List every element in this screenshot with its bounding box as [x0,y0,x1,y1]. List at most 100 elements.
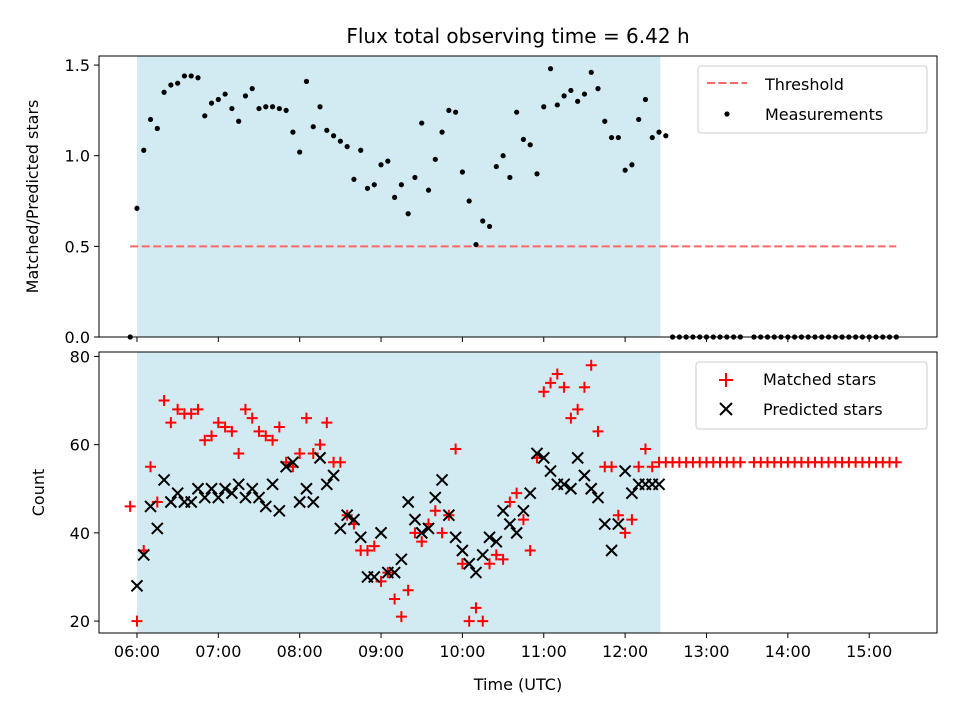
bottom-y-ticks: 20 40 60 80 [70,347,99,631]
measurement-point [324,127,330,133]
measurement-point [263,104,269,110]
matched-star-point [368,540,380,552]
y-tick-label: 1.0 [65,147,90,166]
predicted-star-point [340,509,354,522]
measurement-point [188,73,194,79]
measurement-point [642,96,649,103]
measurement-point [466,198,472,204]
measurement-point [588,69,594,75]
matched-star-point [219,421,231,433]
measurement-point [405,211,411,217]
predicted-star-point [320,478,334,491]
matched-star-point [260,430,272,442]
predicted-star-point [490,535,503,548]
measurement-point [242,93,249,99]
matched-star-point [321,417,333,429]
predicted-star-point [462,557,476,570]
bottom-y-axis-label: Count [29,469,48,517]
matched-star-point [551,368,563,380]
predicted-star-point [388,566,401,579]
x-tick-label: 07:00 [195,642,241,661]
predicted-star-point [212,491,225,504]
predicted-star-point [591,491,605,504]
matched-star-point [612,509,624,521]
measurement-point [202,113,208,119]
matched-star-point [463,615,475,627]
measurement-point [419,120,425,126]
predicted-star-point [435,473,449,487]
top-plot-frame [98,55,938,338]
matched-star-point [633,461,645,473]
matched-star-point [158,395,170,407]
matched-star-point [314,439,326,451]
predicted-star-point [157,473,171,487]
matched-star-point [734,456,746,468]
matched-star-point [545,377,557,389]
matched-star-point [409,527,421,539]
predicted-star-point [408,513,422,526]
predicted-star-point [429,491,442,504]
legend-threshold-label: Threshold [764,75,844,94]
x-tick-label: 13:00 [683,642,729,661]
matched-star-point [484,558,496,570]
predicted-star-point [510,526,523,540]
matched-star-point [606,461,618,473]
predicted-star-point [517,504,530,518]
bottom-plot-frame [98,351,938,634]
measurement-point [378,162,384,168]
matched-star-point [233,447,245,459]
predicted-star-point [279,460,293,473]
matched-star-point [436,527,448,539]
predicted-star-point [530,447,544,460]
predicted-star-point [171,486,184,500]
measurement-point [581,91,588,97]
matched-star-point [206,430,218,442]
predicted-star-point [605,544,618,557]
matched-star-point [199,434,211,446]
predicted-star-point [327,469,340,482]
predicted-star-point [232,478,245,491]
measurement-point [493,163,499,170]
measurement-point [514,109,520,115]
predicted-star-point [368,570,381,584]
predicted-star-point [578,469,591,482]
measurement-point [398,182,404,188]
top-y-ticks: 0.0 0.5 1.0 1.5 [65,56,99,347]
measurement-point [317,104,323,110]
matched-star-point [131,615,143,627]
matched-star-point [511,487,523,499]
measurement-point [656,129,662,135]
matched-star-point [639,443,651,455]
matched-star-point [565,412,577,424]
matched-star-point [504,496,516,508]
matched-star-point [524,545,536,557]
legend-measurements-swatch [724,111,730,117]
predicted-star-point [313,451,327,465]
matched-star-point [592,425,604,437]
measurement-point [229,105,235,112]
matched-star-point [450,443,462,455]
measurement-point [276,105,282,112]
predicted-star-point [259,500,272,513]
matched-star-point [578,381,590,393]
measurement-point [412,174,418,181]
matched-star-point [646,461,658,473]
bottom-x-ticks: 06:00 07:00 08:00 09:00 10:00 11:00 12:00 13:00… [114,633,892,661]
measurement-point [297,149,303,155]
predicted-star-point [652,478,666,491]
x-tick-label: 08:00 [277,642,323,661]
measurement-point [161,89,167,95]
matched-star-point [497,553,509,565]
measurement-point [175,80,181,86]
measurement-point [385,158,391,164]
predicted-star-point [334,522,347,535]
predicted-star-point [483,531,496,544]
matched-star-point [585,359,597,371]
predicted-star-point [130,579,144,593]
predicted-star-point [544,464,557,478]
y-tick-label: 20 [70,612,90,631]
predicted-star-point [137,548,150,562]
predicted-star-point [144,500,157,513]
predicted-star-point [293,495,306,509]
